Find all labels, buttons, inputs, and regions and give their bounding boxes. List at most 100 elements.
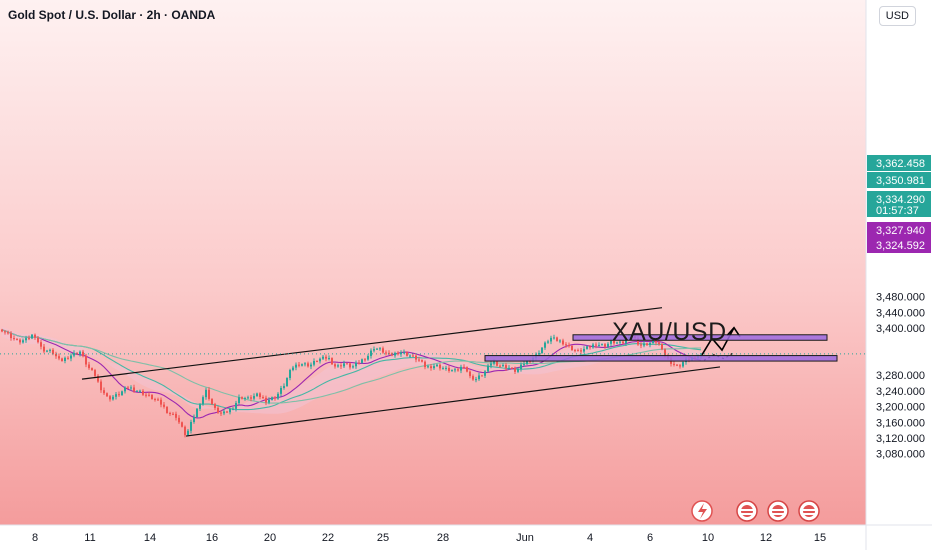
ma-line-purple [1, 329, 702, 419]
x-tick-label: Jun [516, 532, 534, 544]
candle-body [565, 344, 567, 346]
candle-body [67, 357, 69, 359]
candle-body [61, 358, 63, 361]
candle-body [121, 391, 123, 396]
candle-body [646, 343, 648, 346]
candle-body [256, 393, 258, 397]
y-tick-label: 3,280.000 [876, 370, 925, 382]
candle-body [607, 343, 609, 347]
candle-body [52, 349, 54, 354]
flag-stripe [741, 513, 753, 515]
candle-body [322, 356, 324, 359]
candle-body [664, 349, 666, 356]
candle-body [37, 337, 39, 343]
candle-body [436, 364, 438, 367]
x-tick-label: 12 [760, 532, 772, 544]
flag-stripe [772, 513, 784, 515]
price-label-text: 3,362.458 [876, 158, 925, 170]
candle-body [112, 396, 114, 400]
candle-body [292, 367, 294, 370]
candle-body [94, 370, 96, 376]
candle-body [28, 338, 30, 340]
candle-body [220, 412, 222, 414]
candle-body [550, 337, 552, 342]
candle-body [7, 332, 9, 334]
candle-body [151, 394, 153, 400]
candle-body [574, 350, 576, 352]
price-label-text: 3,334.290 [876, 194, 925, 206]
candle-body [217, 407, 219, 413]
candle-body [580, 350, 582, 352]
candle-body [304, 363, 306, 365]
candle-body [445, 367, 447, 369]
candle-body [364, 359, 366, 361]
channel-lower [185, 366, 721, 437]
candle-body [553, 337, 555, 339]
candle-body [91, 368, 93, 371]
candle-body [214, 404, 216, 408]
candle-body [418, 359, 420, 361]
candle-body [652, 340, 654, 343]
candle-body [595, 344, 597, 346]
candle-body [649, 342, 651, 346]
candle-body [283, 386, 285, 389]
candle-body [331, 358, 333, 365]
candle-body [181, 422, 183, 427]
candle-body [589, 346, 591, 348]
candle-body [340, 365, 342, 367]
y-tick-label: 3,440.000 [876, 307, 925, 319]
price-label [867, 237, 931, 253]
candle-body [448, 367, 450, 371]
candle-body [301, 364, 303, 366]
candle-body [511, 367, 513, 369]
candle-body [541, 347, 543, 354]
y-tick-label: 3,240.000 [876, 386, 925, 398]
flag-stripe [803, 513, 815, 515]
candle-body [232, 408, 234, 410]
candle-body [619, 341, 621, 343]
time-axis-panel [0, 525, 866, 550]
candle-body [154, 399, 156, 401]
candle-body [136, 390, 138, 392]
lightning-bolt-glyph [698, 503, 707, 519]
x-tick-label: 8 [32, 532, 38, 544]
candle-body [583, 348, 585, 352]
candle-body [70, 355, 72, 359]
resistance-zone [572, 334, 828, 341]
candle-body [559, 340, 561, 342]
ichimoku-cloud [2, 326, 701, 414]
symbol-annotation: XAU/USD [612, 318, 727, 346]
candle-body [475, 379, 477, 381]
candle-body [166, 406, 168, 414]
candle-body [514, 367, 516, 372]
candle-body [397, 352, 399, 355]
candle-body [100, 381, 102, 391]
candle-body [424, 361, 426, 368]
y-tick-label: 3,400.000 [876, 323, 925, 335]
candle-body [289, 369, 291, 379]
candle-body [469, 371, 471, 377]
candle-body [310, 364, 312, 367]
candle-body [202, 397, 204, 405]
candle-body [190, 422, 192, 431]
candle-body [271, 397, 273, 400]
candle-body [307, 363, 309, 367]
candle-body [64, 357, 66, 361]
candle-body [4, 331, 6, 333]
candle-body [337, 365, 339, 367]
flag-stripe [772, 509, 784, 511]
candle-body [241, 397, 243, 399]
candle-body [268, 399, 270, 403]
candle-body [382, 348, 384, 353]
candle-body [274, 397, 276, 399]
candle-body [505, 365, 507, 369]
currency-button[interactable]: USD [878, 6, 916, 26]
candle-body [358, 362, 360, 364]
candle-body [616, 342, 618, 344]
candle-body [13, 338, 15, 340]
candle-body [277, 393, 279, 399]
candle-body [223, 411, 225, 414]
candle-body [373, 349, 375, 351]
